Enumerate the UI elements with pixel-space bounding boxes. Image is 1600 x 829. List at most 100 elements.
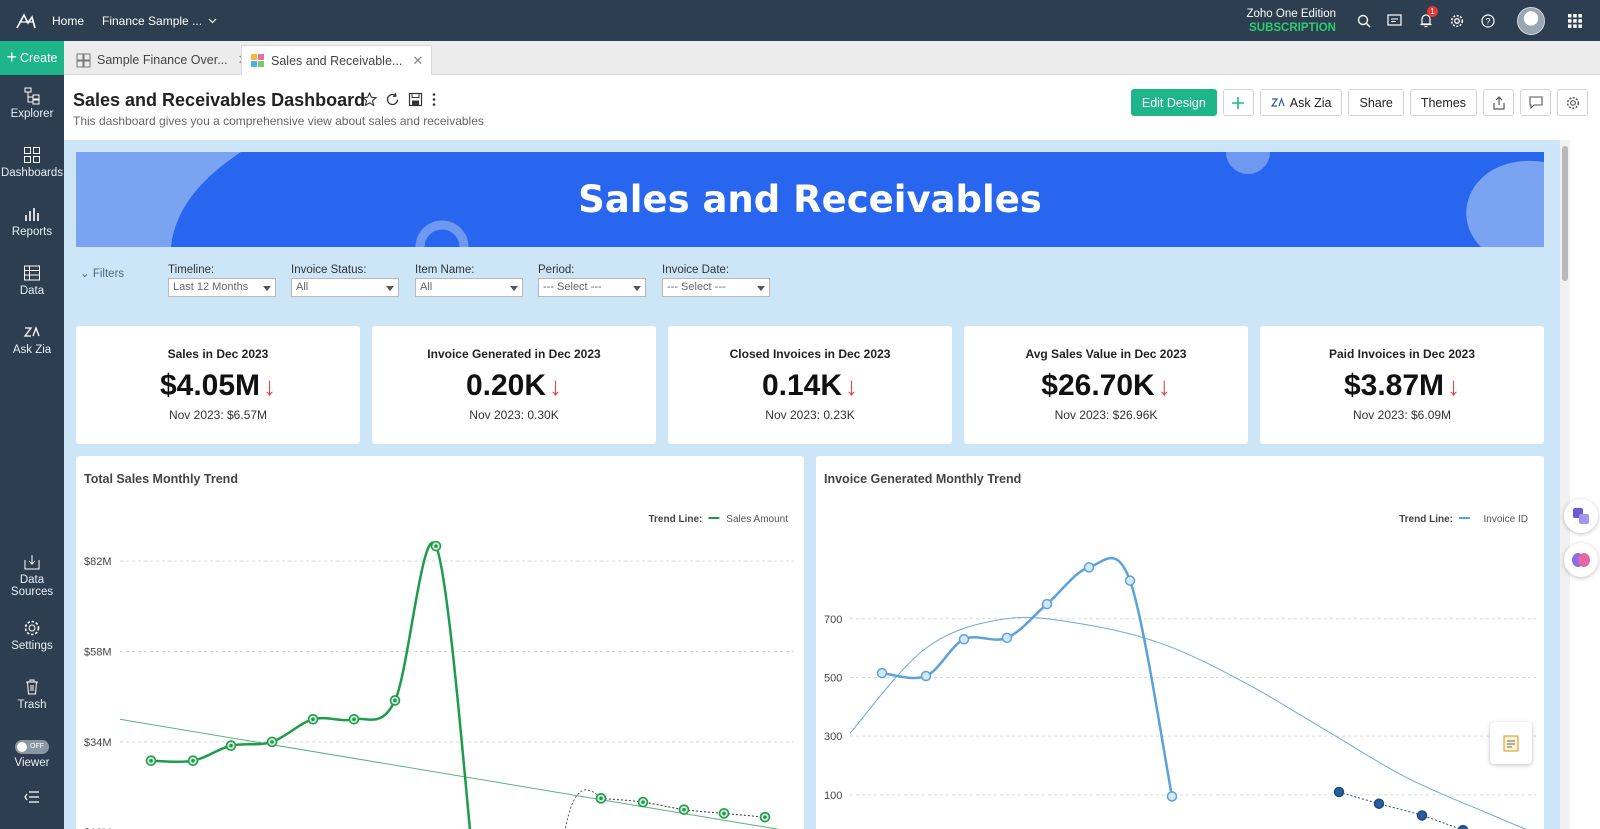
chart-title: Total Sales Monthly Trend xyxy=(84,472,238,486)
dashboards-icon xyxy=(24,147,40,163)
data-point xyxy=(1457,824,1469,829)
notification-badge: 1 xyxy=(1427,6,1438,17)
ask-zia-button[interactable]: Ask Zia xyxy=(1259,89,1343,116)
notifications-bell-icon[interactable]: 1 xyxy=(1410,0,1441,41)
export-button[interactable] xyxy=(1483,89,1514,116)
data-point xyxy=(1333,786,1345,798)
sidebar-item-label: Data xyxy=(19,574,45,586)
data-point xyxy=(876,667,888,679)
filter-bar: ⌄ Filters Timeline: Last 12 Months Invoi… xyxy=(78,260,838,305)
kpi-card-invoice-generated[interactable]: Invoice Generated in Dec 2023 0.20K ↓ Nov… xyxy=(372,326,656,444)
svg-text:?: ? xyxy=(1485,16,1490,26)
sidebar-item-trash[interactable]: Trash xyxy=(0,678,64,711)
vertical-scrollbar[interactable] xyxy=(1560,140,1570,829)
sidebar-item-data[interactable]: Data xyxy=(0,264,64,297)
avatar[interactable] xyxy=(1517,6,1545,35)
sales-trend-chart: $82M $58M $34M $10M Sales Amount Trend Line: xyxy=(84,514,794,829)
tab-strip: Sample Finance Over... ✕ Sales and Recei… xyxy=(64,41,1600,75)
refresh-icon[interactable] xyxy=(385,92,400,107)
share-button[interactable]: Share xyxy=(1348,89,1404,116)
search-icon[interactable] xyxy=(1348,0,1379,41)
more-options-icon[interactable] xyxy=(431,92,437,107)
settings-icon xyxy=(24,620,40,636)
zia-icon xyxy=(23,326,40,337)
save-icon[interactable] xyxy=(408,92,423,107)
edit-design-button[interactable]: Edit Design xyxy=(1130,89,1217,116)
data-point xyxy=(1001,632,1013,644)
app-grid-icon[interactable] xyxy=(1559,0,1590,41)
sidebar-item-settings[interactable]: Settings xyxy=(0,619,64,652)
filters-label: Filters xyxy=(92,268,125,280)
y-tick-label: $10M xyxy=(84,827,112,829)
y-tick-label: 700 xyxy=(824,614,842,626)
edition-info: Zoho One Edition SUBSCRIPTION xyxy=(1246,7,1336,35)
data-point-center xyxy=(191,758,195,763)
item-name-select[interactable]: All xyxy=(415,278,523,297)
comments-button[interactable] xyxy=(1520,89,1551,116)
kpi-card-sales[interactable]: Sales in Dec 2023 $4.05M ↓ Nov 2023: $6.5… xyxy=(76,326,360,444)
data-icon xyxy=(24,265,40,281)
legend-title: Trend Line: xyxy=(1399,514,1453,525)
sidebar-item-ask-zia[interactable]: Ask Zia xyxy=(0,323,64,356)
add-widget-button[interactable] xyxy=(1222,89,1254,116)
kpi-card-closed-invoices[interactable]: Closed Invoices in Dec 2023 0.14K ↓ Nov 2… xyxy=(668,326,952,444)
scrollbar-thumb[interactable] xyxy=(1562,146,1568,281)
data-point-center xyxy=(599,796,603,801)
app-logo-icon[interactable] xyxy=(0,0,52,41)
workspace-select[interactable]: Finance Sample ... xyxy=(102,14,217,28)
home-link[interactable]: Home xyxy=(52,13,85,28)
sidebar-item-dashboards[interactable]: Dashboards xyxy=(0,146,64,179)
sidebar-item-data-sources[interactable]: Data Sources xyxy=(0,553,64,598)
invoice-status-select[interactable]: All xyxy=(291,278,399,297)
themes-button[interactable]: Themes xyxy=(1409,89,1477,116)
invoice-date-select[interactable]: --- Select --- xyxy=(662,278,770,297)
settings-button[interactable] xyxy=(1557,89,1588,116)
kpi-previous: Nov 2023: 0.23K xyxy=(765,408,855,422)
sidebar-item-reports[interactable]: Reports xyxy=(0,205,64,238)
dashboard-canvas: Sales and Receivables ⌄ Filters Timeline… xyxy=(64,140,1560,829)
collapse-sidebar-icon[interactable] xyxy=(0,791,64,806)
sidebar-item-label: Settings xyxy=(11,640,53,652)
close-icon[interactable]: ✕ xyxy=(412,52,424,68)
y-tick-label: $58M xyxy=(84,647,112,659)
kpi-card-avg-sales[interactable]: Avg Sales Value in Dec 2023 $26.70K ↓ Nov… xyxy=(964,326,1248,444)
page-subtitle: This dashboard gives you a comprehensive… xyxy=(73,114,484,128)
data-point xyxy=(1124,575,1136,586)
invoice-trend-chart: 700 500 300 100 Invoice ID Trend Line: xyxy=(824,514,1536,829)
chart-total-sales-trend[interactable]: Total Sales Monthly Trend $82M $58M $34M $1… xyxy=(76,456,804,829)
tab-sales-receivables[interactable]: Sales and Receivable... ✕ xyxy=(241,45,433,75)
create-button[interactable]: + Create xyxy=(0,41,64,75)
sidebar-item-label: Viewer xyxy=(14,757,50,769)
forecast-line xyxy=(1338,791,1462,829)
kpi-value: $4.05M xyxy=(159,369,261,402)
dashboard-tab-icon xyxy=(76,53,91,67)
timeline-select[interactable]: Last 12 Months xyxy=(168,278,276,297)
explorer-icon xyxy=(24,87,40,105)
feedback-icon[interactable] xyxy=(1379,0,1410,41)
kpi-title: Closed Invoices in Dec 2023 xyxy=(729,347,891,361)
translate-icon[interactable] xyxy=(1564,499,1598,533)
gear-icon[interactable] xyxy=(1441,0,1472,41)
subscription-link[interactable]: SUBSCRIPTION xyxy=(1249,21,1336,34)
tab-sample-finance[interactable]: Sample Finance Over... ✕ xyxy=(68,45,257,75)
filter-label: Period: xyxy=(538,264,575,276)
viewer-toggle[interactable]: OFF Viewer xyxy=(0,740,64,769)
kpi-value: 0.14K xyxy=(761,369,843,402)
help-icon[interactable]: ? xyxy=(1472,0,1503,41)
kpi-card-paid-invoices[interactable]: Paid Invoices in Dec 2023 $3.87M ↓ Nov 20… xyxy=(1260,326,1544,444)
series-line xyxy=(150,541,472,829)
data-point xyxy=(920,670,932,682)
y-tick-label: $82M xyxy=(84,556,112,568)
filter-label: Timeline: xyxy=(168,264,215,276)
viewer-toggle-switch[interactable]: OFF xyxy=(15,740,49,754)
filters-toggle[interactable]: ⌄ Filters xyxy=(80,268,125,280)
dashboard-tab-icon xyxy=(251,54,264,67)
star-icon[interactable] xyxy=(362,92,377,107)
gear-icon xyxy=(1566,96,1579,109)
brain-icon[interactable] xyxy=(1564,543,1598,577)
notes-icon[interactable] xyxy=(1490,722,1532,764)
period-select[interactable]: --- Select --- xyxy=(538,278,646,297)
chart-invoice-generated-trend[interactable]: Invoice Generated Monthly Trend 700 500 30… xyxy=(816,456,1544,829)
sidebar-item-explorer[interactable]: Explorer xyxy=(0,87,64,120)
data-point xyxy=(1083,562,1095,573)
